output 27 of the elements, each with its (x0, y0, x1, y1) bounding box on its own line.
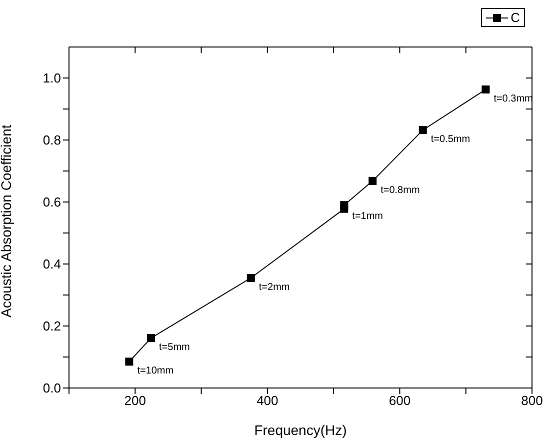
annotation: t=0.3mm (494, 93, 533, 104)
y-tick-label: 0.2 (42, 318, 61, 334)
point (147, 334, 156, 342)
y-tick-label: 0.0 (42, 380, 61, 396)
y-tick-label: 0.8 (42, 132, 61, 148)
y-tick-label: 1.0 (42, 70, 61, 86)
annotation: t=0.8mm (380, 184, 420, 196)
y-axis-title: Acoustic Absorption Coefficient (0, 124, 14, 318)
point (246, 274, 255, 282)
annotation: t=0.5mm (430, 134, 470, 146)
point (418, 126, 427, 134)
annotation: t=1mm (352, 210, 383, 222)
annotation: t=5mm (159, 342, 190, 354)
x-tick-label: 200 (124, 393, 146, 408)
x-tick-label: 400 (256, 393, 278, 408)
x-axis-title: Frequency(Hz) (254, 422, 347, 438)
legend-label: C (510, 10, 520, 25)
y-tick-label: 0.6 (42, 194, 61, 210)
annotation: t=2mm (258, 282, 290, 293)
x-tick-label: 600 (388, 393, 411, 408)
y-tick-label: 0.4 (42, 256, 61, 272)
point (340, 201, 348, 210)
x-tick-label: 800 (521, 393, 543, 408)
point (368, 176, 377, 185)
point (125, 358, 134, 366)
point (482, 85, 490, 94)
annotation: t=10mm (137, 366, 174, 377)
